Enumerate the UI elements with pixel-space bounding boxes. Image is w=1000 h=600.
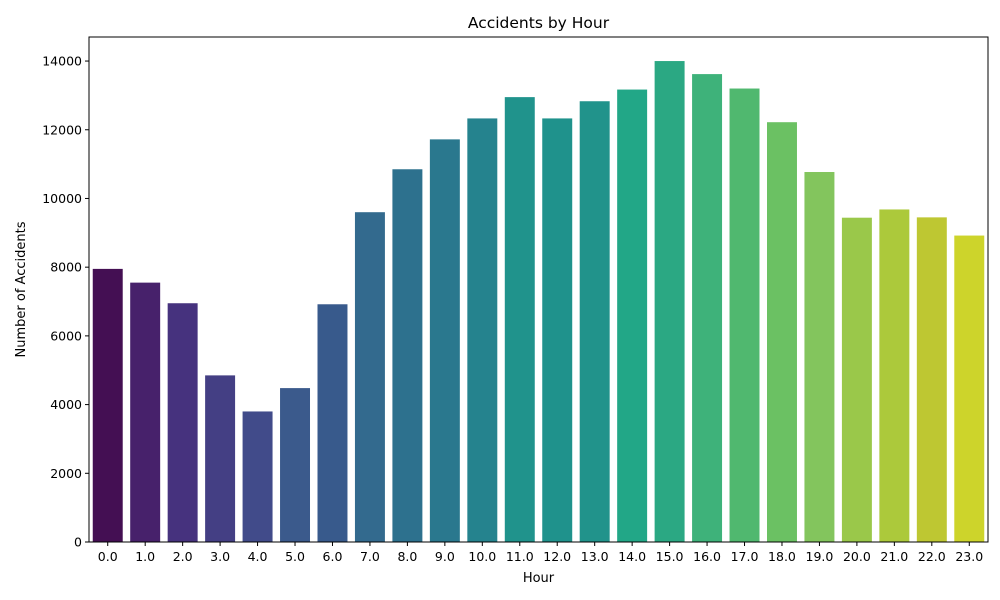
y-axis: 0 2000 4000 6000 8000 10000 12000 14000 [42, 54, 89, 550]
bar-5-0 [280, 388, 311, 542]
bar-0-0 [92, 268, 123, 542]
x-tick-label: 14.0 [618, 549, 646, 564]
x-tick-label: 21.0 [880, 549, 908, 564]
x-axis: 0.0 1.0 2.0 3.0 4.0 5.0 6.0 7.0 8.0 9.0 10.0 11.0 12… [98, 542, 983, 564]
x-tick-label: 18.0 [768, 549, 796, 564]
x-tick-label: 23.0 [955, 549, 983, 564]
bar-16-0 [692, 74, 723, 542]
bar-22-0 [916, 217, 947, 543]
x-tick-label: 19.0 [806, 549, 834, 564]
x-tick-label: 2.0 [173, 549, 193, 564]
x-tick-label: 20.0 [843, 549, 871, 564]
bar-20-0 [841, 217, 872, 542]
x-tick-label: 13.0 [581, 549, 609, 564]
x-tick-label: 1.0 [135, 549, 155, 564]
x-tick-label: 11.0 [506, 549, 534, 564]
y-tick-label: 12000 [42, 122, 82, 137]
plot-frame [88, 36, 989, 543]
bar-18-0 [767, 122, 797, 542]
bar-10-0 [467, 118, 498, 543]
bar-7-0 [354, 212, 385, 542]
y-tick-label: 8000 [50, 260, 82, 275]
x-tick-label: 9.0 [435, 549, 455, 564]
x-tick-label: 10.0 [468, 549, 496, 564]
bar-15-0 [654, 61, 685, 543]
x-axis-label: Hour [523, 571, 555, 586]
bar-4-0 [242, 411, 273, 542]
x-tick-label: 6.0 [323, 549, 343, 564]
chart-title: Accidents by Hour [468, 14, 610, 32]
x-tick-label: 17.0 [731, 549, 759, 564]
x-tick-label: 22.0 [918, 549, 946, 564]
y-axis-label: Number of Accidents [14, 221, 29, 357]
bar-17-0 [729, 88, 760, 542]
x-tick-label: 7.0 [360, 549, 380, 564]
bar-13-0 [579, 101, 610, 543]
bar-12-0 [542, 118, 573, 543]
bar-11-0 [504, 97, 535, 543]
plot-area [88, 36, 989, 543]
x-tick-label: 5.0 [285, 549, 305, 564]
bar-3-0 [205, 375, 236, 542]
bar-8-0 [392, 169, 423, 542]
bar-14-0 [617, 89, 648, 542]
y-tick-label: 10000 [42, 191, 82, 206]
bar-6-0 [317, 304, 348, 542]
y-tick-label: 14000 [42, 54, 82, 69]
bar-23-0 [954, 235, 985, 542]
bar-21-0 [879, 209, 910, 542]
x-tick-label: 3.0 [210, 549, 230, 564]
y-tick-label: 4000 [50, 397, 82, 412]
bar-1-0 [130, 282, 161, 542]
y-tick-label: 0 [74, 535, 82, 550]
x-tick-label: 12.0 [543, 549, 571, 564]
y-tick-label: 2000 [50, 466, 82, 481]
x-tick-label: 4.0 [248, 549, 268, 564]
x-tick-label: 0.0 [98, 549, 118, 564]
y-tick-label: 6000 [50, 328, 82, 343]
x-tick-label: 16.0 [693, 549, 721, 564]
bar-19-0 [804, 172, 835, 542]
x-tick-label: 8.0 [397, 549, 417, 564]
bar-9-0 [429, 139, 460, 542]
x-tick-label: 15.0 [656, 549, 684, 564]
bar-2-0 [167, 303, 198, 542]
